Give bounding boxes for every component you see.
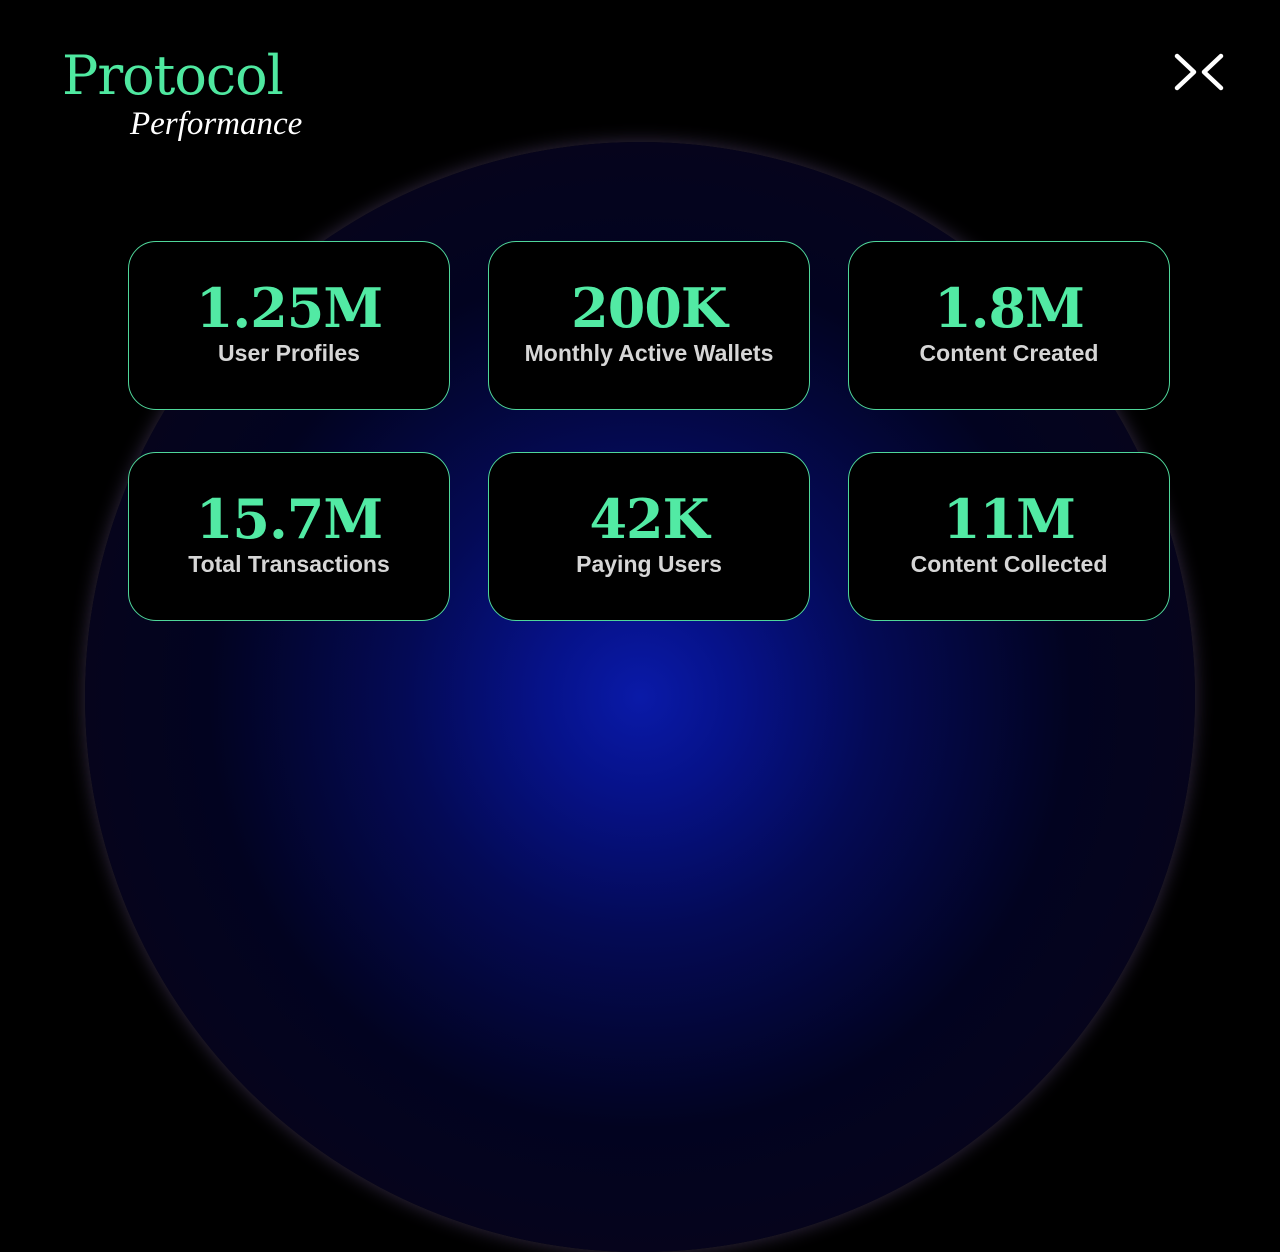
stat-label: Paying Users [576, 551, 722, 577]
page-subtitle: Performance [130, 106, 303, 142]
stat-card-monthly-active-wallets: 200K Monthly Active Wallets [488, 241, 810, 410]
logo-icon [1174, 53, 1224, 91]
stat-card-content-created: 1.8M Content Created [848, 241, 1170, 410]
stat-card-user-profiles: 1.25M User Profiles [128, 241, 450, 410]
stat-label: Total Transactions [188, 551, 390, 577]
stat-label: User Profiles [218, 340, 360, 366]
stat-value: 200K [571, 276, 728, 340]
stat-card-paying-users: 42K Paying Users [488, 452, 810, 621]
stat-value: 1.25M [195, 276, 383, 340]
stat-value: 42K [589, 487, 709, 551]
stat-label: Monthly Active Wallets [524, 340, 774, 366]
stat-card-total-transactions: 15.7M Total Transactions [128, 452, 450, 621]
stat-card-content-collected: 11M Content Collected [848, 452, 1170, 621]
stat-value: 1.8M [934, 276, 1085, 340]
stat-label: Content Created [919, 340, 1099, 366]
stat-label: Content Collected [910, 551, 1108, 577]
page-title: Protocol [62, 44, 284, 107]
stat-value: 11M [943, 487, 1076, 551]
stat-value: 15.7M [195, 487, 383, 551]
